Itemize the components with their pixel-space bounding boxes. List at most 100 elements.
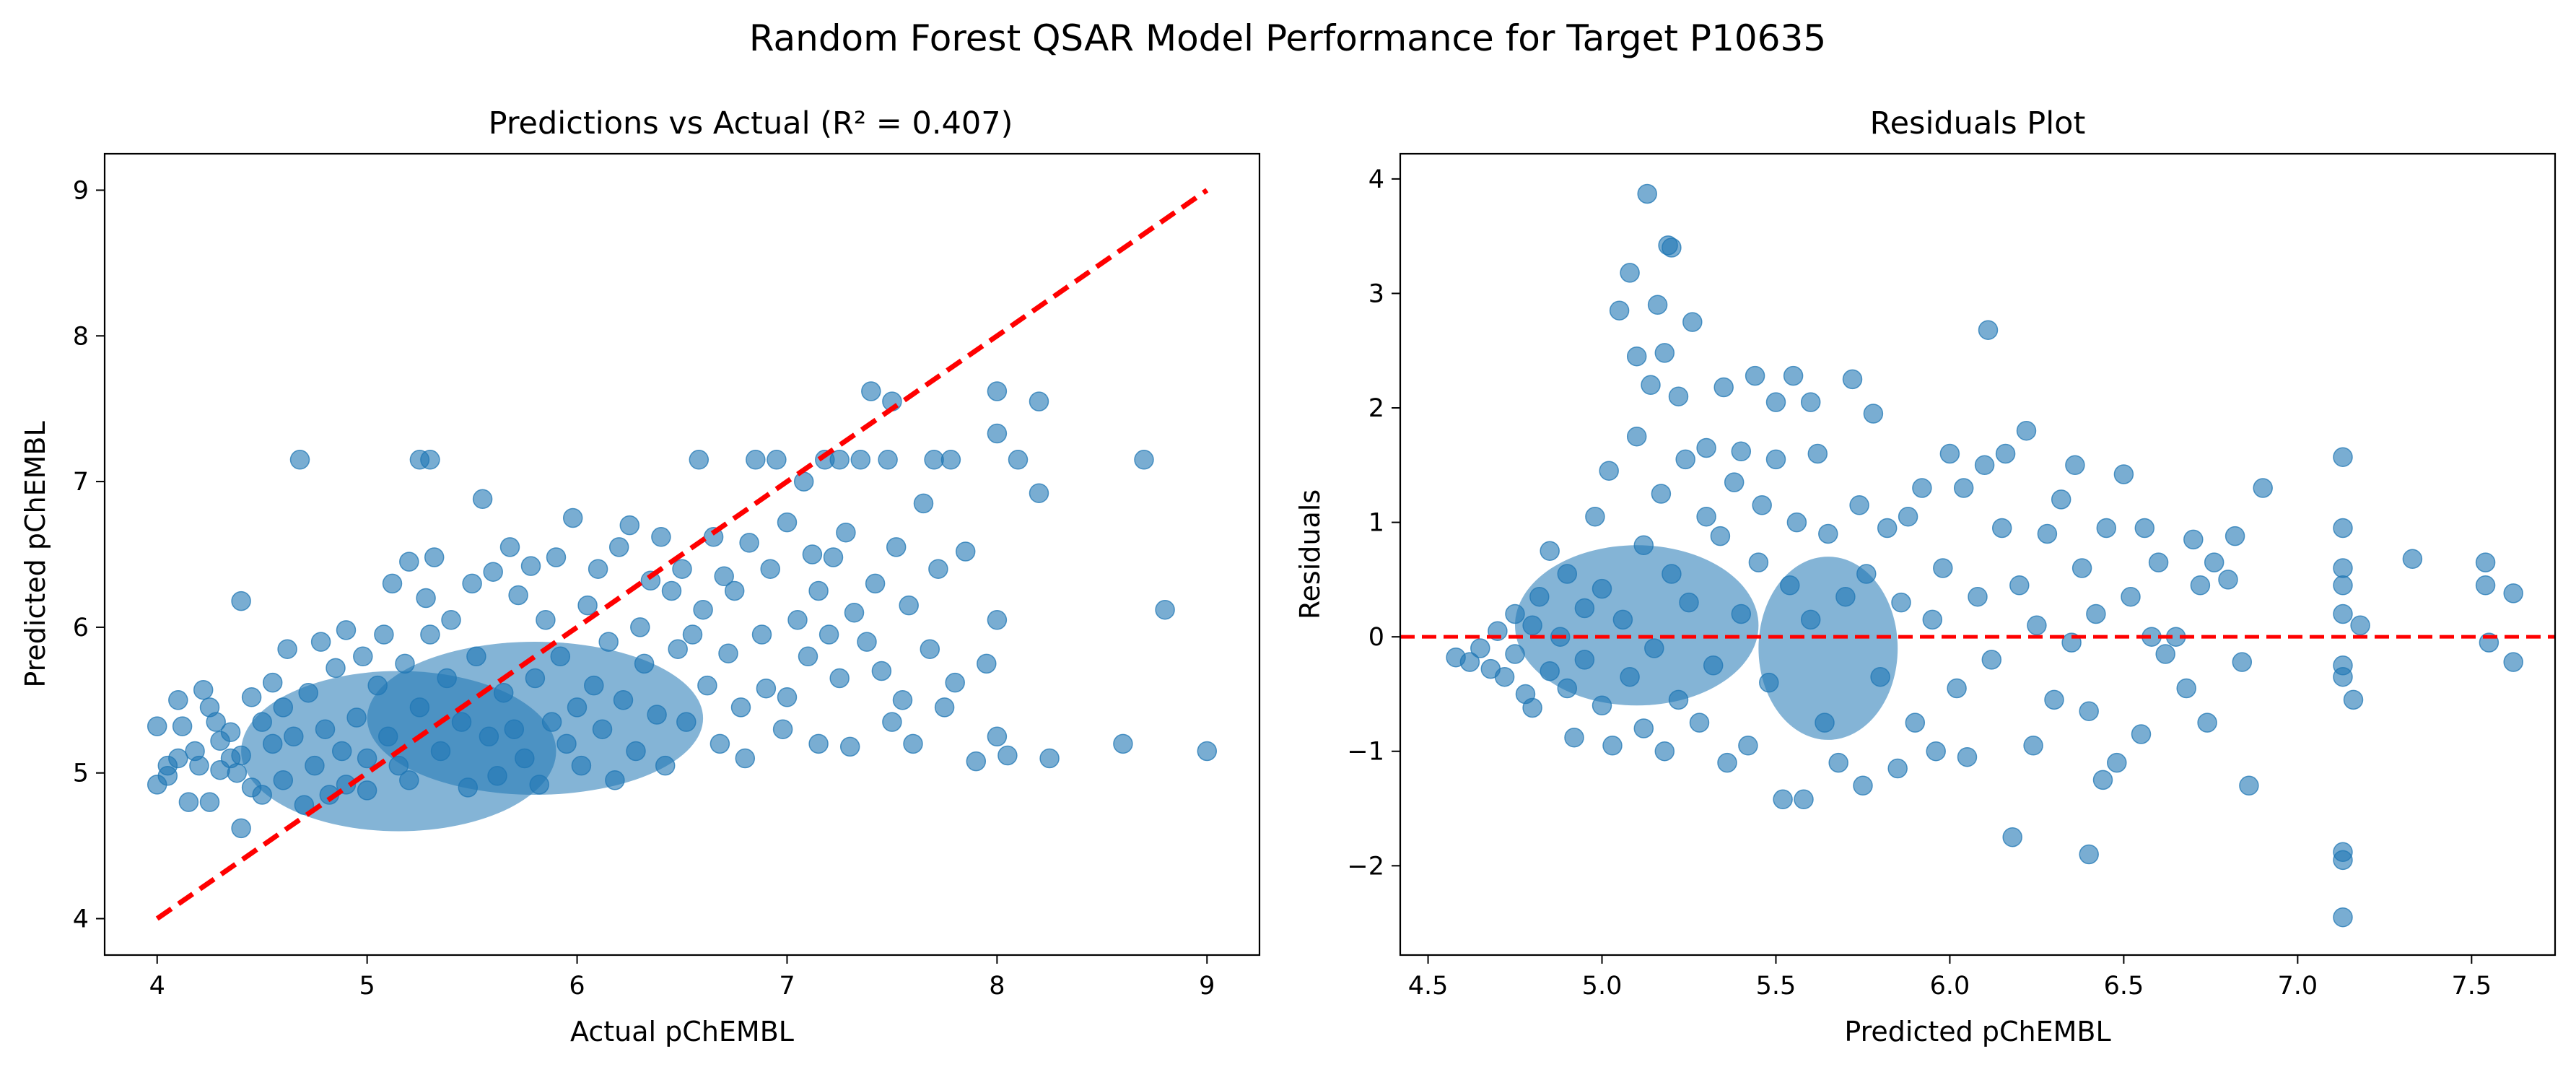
data-point (1197, 741, 1218, 762)
data-point (2333, 575, 2353, 596)
data-point (1853, 775, 1873, 796)
data-point (2092, 770, 2113, 790)
data-point (193, 679, 214, 700)
data-point (1651, 484, 1672, 504)
data-point (1922, 609, 1943, 630)
data-point (987, 381, 1008, 401)
data-point (1745, 365, 1765, 386)
data-point (1842, 369, 1863, 390)
data-point (724, 580, 745, 601)
data-point (231, 591, 251, 611)
data-point (1633, 718, 1654, 738)
data-point (2051, 489, 2071, 510)
data-point (2333, 603, 2353, 624)
data-point (857, 632, 877, 652)
data-point (903, 733, 923, 754)
predictions-ticks: 4 5 6 7 8 9 4 5 6 7 8 9 (73, 176, 1215, 1001)
data-point (714, 566, 734, 587)
data-point (1828, 752, 1848, 773)
data-point (829, 668, 850, 689)
data-point (2096, 518, 2117, 539)
data-point (2134, 518, 2155, 539)
data-point (793, 471, 814, 492)
data-point (2503, 652, 2523, 672)
residuals-y-tick-label: 2 (1368, 394, 1384, 423)
data-point (241, 687, 262, 707)
data-point (1887, 758, 1908, 779)
data-point (1947, 678, 1967, 699)
data-point (168, 748, 188, 769)
data-point (399, 552, 419, 572)
predictions-y-tick-label: 9 (73, 176, 89, 205)
data-point (1039, 748, 1060, 769)
data-point (2107, 752, 2127, 773)
data-point (2176, 678, 2196, 699)
residuals-y-axis-label: Residuals (1294, 489, 1326, 619)
data-point (668, 639, 688, 659)
data-point (955, 541, 976, 562)
residuals-y-tick-label: −1 (1347, 738, 1384, 767)
predictions-axes-frame (103, 152, 1261, 956)
data-point (1877, 518, 1898, 539)
data-point (798, 646, 818, 667)
data-point (1696, 437, 1716, 458)
data-point (206, 712, 226, 732)
data-point (1641, 375, 1661, 396)
predictions-y-tick-label: 7 (73, 468, 89, 497)
data-point (2204, 552, 2224, 572)
data-point (756, 678, 777, 699)
data-point (1978, 320, 1999, 340)
residuals-panel: Residuals Plot 4.5 5.0 5.5 6.0 6.5 7.0 7.5 −2 −1… (1294, 105, 2557, 1047)
predictions-scatter-points (147, 381, 1218, 839)
data-point (472, 489, 493, 510)
data-point (1863, 404, 1884, 424)
data-point (2148, 552, 2169, 572)
data-point (787, 610, 808, 630)
data-point (2333, 447, 2353, 467)
data-point (462, 573, 482, 594)
data-point (520, 556, 541, 576)
residuals-y-tick-label: 3 (1368, 279, 1384, 308)
data-point (2002, 827, 2022, 847)
data-point (2475, 552, 2496, 572)
data-point (1849, 495, 1869, 515)
data-point (1668, 386, 1689, 406)
data-point (693, 599, 713, 620)
data-point (2113, 464, 2134, 484)
data-point (1724, 472, 1745, 492)
dense-point-cluster (1758, 557, 1898, 740)
data-point (987, 610, 1008, 630)
residuals-title: Residuals Plot (1870, 105, 2086, 141)
data-point (739, 533, 759, 553)
data-point (1748, 552, 1769, 572)
data-point (1682, 312, 1703, 332)
data-point (689, 450, 710, 470)
data-point (1939, 443, 1960, 464)
data-point (2155, 644, 2175, 664)
data-point (1800, 392, 1821, 412)
data-point (1738, 736, 1758, 756)
data-point (672, 559, 692, 579)
data-point (199, 792, 220, 812)
residuals-x-tick-label: 6.5 (2104, 972, 2144, 1001)
data-point (928, 559, 948, 579)
residuals-x-tick-label: 5.5 (1756, 972, 1796, 1001)
data-point (1912, 478, 1932, 498)
data-point (2079, 701, 2099, 721)
figure-title: Random Forest QSAR Model Performance for… (749, 17, 1826, 59)
data-point (913, 493, 934, 514)
data-point (1991, 518, 2012, 539)
data-point (2183, 529, 2204, 550)
residuals-x-tick-label: 5.0 (1582, 972, 1623, 1001)
data-point (2333, 666, 2353, 687)
data-point (735, 748, 756, 769)
data-point (1717, 752, 1737, 773)
data-point (1957, 746, 1978, 767)
predictions-y-tick-label: 8 (73, 322, 89, 351)
data-point (178, 792, 199, 812)
data-point (2333, 518, 2353, 539)
data-point (1818, 523, 1838, 544)
data-point (682, 624, 703, 645)
data-point (1522, 697, 1542, 718)
